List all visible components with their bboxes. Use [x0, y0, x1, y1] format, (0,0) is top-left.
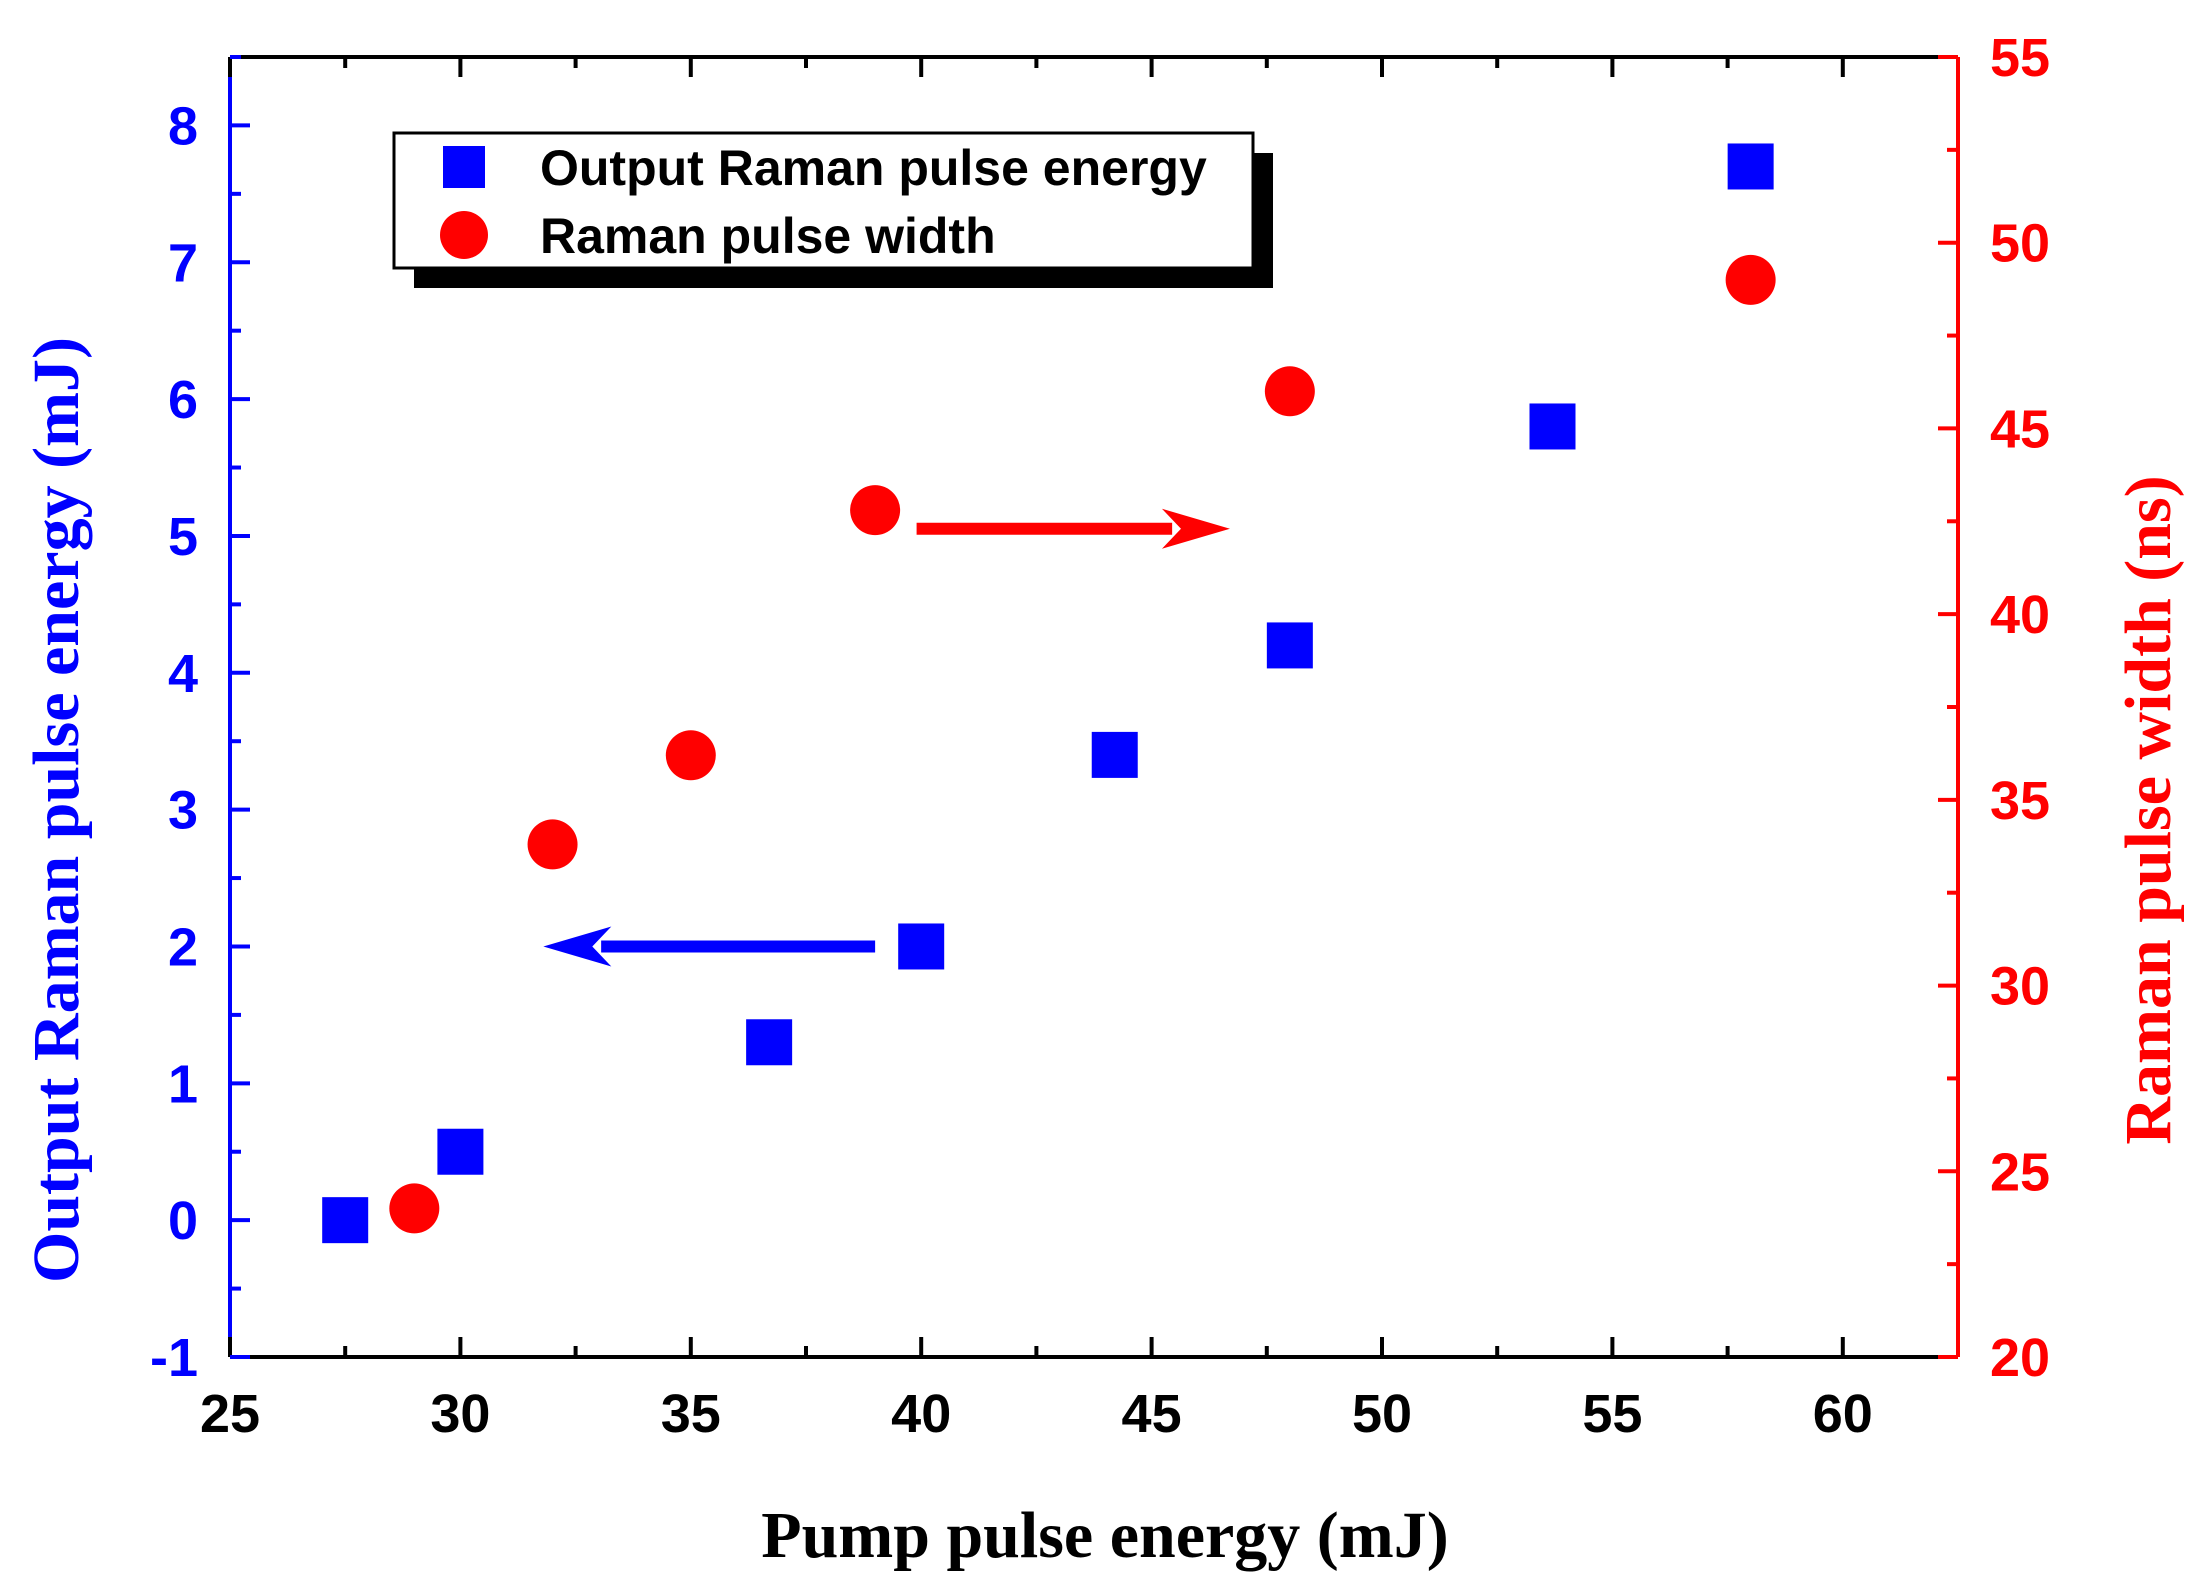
arrow-head-left	[543, 926, 612, 967]
y-left-tick-label: 1	[168, 1054, 198, 1114]
x-axis-title: Pump pulse energy (mJ)	[761, 1499, 1448, 1572]
y-right-tick-label: 30	[1990, 957, 2050, 1017]
y-left-tick-label: 0	[168, 1191, 198, 1251]
legend-label-energy: Output Raman pulse energy	[540, 140, 1207, 196]
x-tick-label: 60	[1813, 1384, 1873, 1444]
y-left-tick-label: 3	[168, 781, 198, 841]
energy-point	[1091, 731, 1138, 778]
x-tick-label: 45	[1122, 1384, 1182, 1444]
energy-point	[1266, 622, 1313, 669]
arrow-head-right	[1161, 508, 1230, 549]
x-tick-label: 50	[1352, 1384, 1412, 1444]
x-tick-label: 40	[891, 1384, 951, 1444]
legend-label-width: Raman pulse width	[540, 208, 996, 264]
left-axis-title: Output Raman pulse energy (mJ)	[20, 337, 93, 1283]
width-point	[527, 819, 578, 870]
x-tick-label: 25	[200, 1384, 260, 1444]
y-left-tick-label: 2	[168, 917, 198, 977]
x-tick-label: 55	[1582, 1384, 1642, 1444]
y-left-tick-label: 7	[168, 233, 198, 293]
right-axis-title: Raman pulse width (ns)	[2112, 475, 2185, 1144]
y-left-tick-label: -1	[150, 1328, 198, 1388]
data-marks	[322, 143, 1776, 1244]
y-right-tick-label: 50	[1990, 214, 2050, 274]
y-left-tick-label: 6	[168, 370, 198, 430]
width-point	[850, 485, 901, 536]
y-right-tick-label: 25	[1990, 1142, 2050, 1202]
energy-point	[1727, 143, 1774, 190]
axes-layer: 25 30 35 40 45 50 55 60-10123456782025303540455…	[150, 28, 2050, 1444]
x-tick-label: 35	[661, 1384, 721, 1444]
legend-box	[392, 131, 1255, 270]
energy-point	[898, 923, 945, 970]
y-left-tick-label: 4	[168, 644, 198, 704]
legend: Output Raman pulse energy Raman pulse wi…	[392, 131, 1273, 288]
y-right-tick-label: 55	[1990, 28, 2050, 88]
energy-point	[437, 1128, 484, 1175]
legend-circle-marker	[440, 211, 488, 259]
width-point	[1264, 366, 1315, 417]
energy-point	[322, 1197, 369, 1244]
y-right-tick-label: 35	[1990, 771, 2050, 831]
width-point	[1725, 254, 1776, 305]
legend-square-marker	[443, 146, 485, 188]
y-right-tick-label: 40	[1990, 585, 2050, 645]
y-right-tick-label: 45	[1990, 399, 2050, 459]
y-right-tick-label: 20	[1990, 1328, 2050, 1388]
y-left-tick-label: 8	[168, 96, 198, 156]
width-point	[389, 1183, 440, 1234]
x-tick-label: 30	[430, 1384, 490, 1444]
energy-point	[1529, 403, 1576, 450]
energy-point	[746, 1019, 793, 1066]
annotation-arrows	[543, 508, 1230, 967]
y-left-tick-label: 5	[168, 507, 198, 567]
width-point	[665, 730, 716, 781]
